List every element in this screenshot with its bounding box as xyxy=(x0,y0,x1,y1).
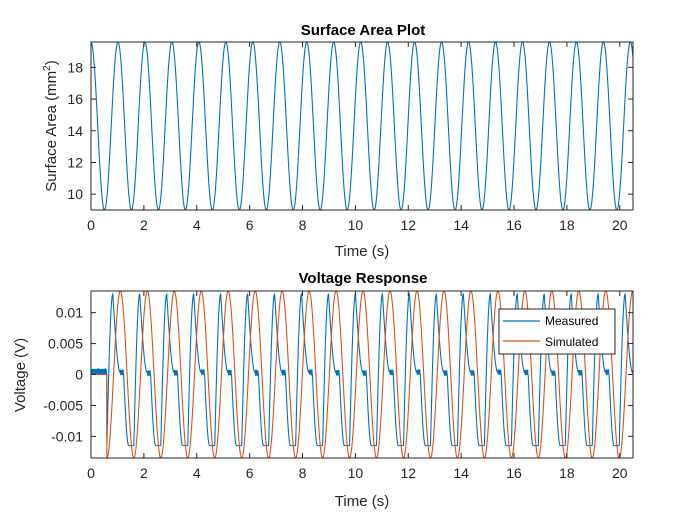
surface-area-y-ticks: 10 12 14 16 18 xyxy=(67,59,633,202)
surface-area-x-tick-label: 2 xyxy=(140,217,148,233)
legend-box xyxy=(498,308,616,355)
surface-area-x-tick-label: 14 xyxy=(453,217,469,233)
surface-area-y-tick-label: 18 xyxy=(67,59,83,75)
surface-area-y-tick-label: 10 xyxy=(67,186,83,202)
voltage-x-tick-label: 10 xyxy=(348,465,364,481)
voltage-x-tick-label: 0 xyxy=(87,465,95,481)
surface-area-y-tick-label: 12 xyxy=(67,154,83,170)
voltage-y-tick-label: -0.005 xyxy=(43,397,83,413)
surface-area-x-tick-label: 0 xyxy=(87,217,95,233)
legend-label-simulated: Simulated xyxy=(545,335,598,349)
surface-area-x-tick-label: 6 xyxy=(246,217,254,233)
surface-area-x-tick-label: 18 xyxy=(559,217,575,233)
voltage-x-tick-label: 6 xyxy=(246,465,254,481)
surface-area-x-tick-label: 4 xyxy=(193,217,201,233)
surface-area-y-tick-label: 16 xyxy=(67,91,83,107)
surface-area-x-ticks: 0 2 4 6 8 10 12 14 16 18 20 xyxy=(87,42,628,233)
surface-area-x-label: Time (s) xyxy=(335,243,389,260)
voltage-y-label: Voltage (V) xyxy=(12,338,29,412)
voltage-title: Voltage Response xyxy=(299,270,428,287)
surface-area-y-label: Surface Area (mm2) xyxy=(42,60,60,191)
voltage-y-ticks: -0.01 -0.005 0 0.005 0.01 xyxy=(43,305,633,444)
surface-area-y-label-main: Surface Area (mm xyxy=(43,71,60,192)
voltage-series-layer xyxy=(90,290,634,459)
surface-area-y-tick-label: 14 xyxy=(67,123,83,139)
voltage-y-tick-label: 0.01 xyxy=(56,305,83,321)
voltage-y-tick-label: 0.005 xyxy=(48,336,83,352)
voltage-x-tick-label: 2 xyxy=(140,465,148,481)
voltage-x-tick-label: 4 xyxy=(193,465,201,481)
surface-area-axes: Surface Area Plot 0 2 4 6 8 10 12 14 16 18 20 10 12… xyxy=(42,22,634,260)
voltage-x-label: Time (s) xyxy=(335,493,389,510)
voltage-y-tick-label: 0 xyxy=(75,367,83,383)
voltage-x-tick-label: 20 xyxy=(612,465,628,481)
voltage-y-tick-label: -0.01 xyxy=(51,428,83,444)
voltage-axes: Voltage Response 0 2 4 6 8 10 12 14 16 18 20 -0.01… xyxy=(12,270,634,510)
surface-area-y-label-end: ) xyxy=(43,60,60,65)
surface-area-y-label-sup: 2 xyxy=(42,65,53,71)
surface-area-x-tick-label: 8 xyxy=(299,217,307,233)
simulated-line xyxy=(91,290,634,459)
surface-area-x-tick-label: 16 xyxy=(506,217,522,233)
surface-area-axes-box xyxy=(90,41,634,211)
surface-area-plot-area xyxy=(91,42,633,210)
surface-area-series-layer xyxy=(90,41,634,211)
voltage-legend[interactable]: Measured Simulated xyxy=(498,308,616,355)
voltage-x-ticks: 0 2 4 6 8 10 12 14 16 18 20 xyxy=(87,291,628,481)
surface-area-line xyxy=(90,41,634,211)
voltage-x-tick-label: 18 xyxy=(559,465,575,481)
voltage-x-tick-label: 8 xyxy=(299,465,307,481)
surface-area-x-tick-label: 12 xyxy=(400,217,416,233)
surface-area-title: Surface Area Plot xyxy=(301,22,426,39)
voltage-x-tick-label: 12 xyxy=(400,465,416,481)
legend-label-measured: Measured xyxy=(545,314,598,328)
surface-area-x-tick-label: 20 xyxy=(612,217,628,233)
measured-line xyxy=(90,292,634,447)
voltage-x-tick-label: 14 xyxy=(453,465,469,481)
surface-area-x-tick-label: 10 xyxy=(348,217,364,233)
voltage-x-tick-label: 16 xyxy=(506,465,522,481)
